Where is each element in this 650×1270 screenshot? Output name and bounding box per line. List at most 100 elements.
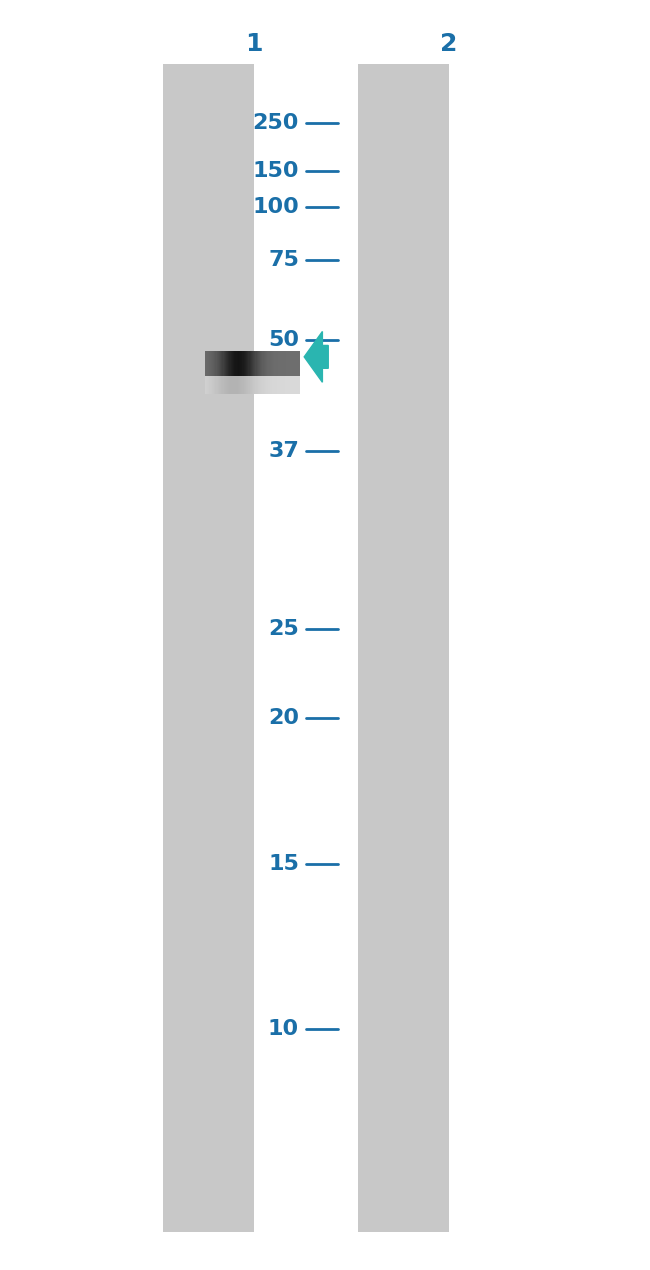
Bar [251,376,252,394]
Bar [255,352,257,380]
Bar [265,352,266,380]
Bar [285,352,287,380]
Bar [250,352,252,380]
Bar [244,352,246,380]
Bar [266,376,268,394]
Bar [227,376,229,394]
Bar [292,376,294,394]
Bar [293,352,295,380]
Bar [224,376,226,394]
Bar [290,352,291,380]
Bar [206,352,208,380]
Bar [267,352,269,380]
Text: 37: 37 [268,441,299,461]
Bar [214,376,216,394]
Bar [235,376,237,394]
Bar [216,352,218,380]
Bar [218,352,220,380]
Bar [281,352,283,380]
Bar [276,352,278,380]
Bar [222,376,224,394]
Bar [283,376,284,394]
Bar [242,352,244,380]
Bar [264,352,265,380]
Bar [231,352,233,380]
Bar [228,352,230,380]
Bar [258,352,259,380]
Bar [298,352,300,380]
Bar [254,352,256,380]
Bar [283,352,285,380]
Text: 150: 150 [252,161,299,182]
Bar [280,352,282,380]
Bar [268,376,270,394]
Bar [248,376,250,394]
Bar [296,376,297,394]
Bar [296,376,298,394]
Bar [267,376,269,394]
Bar [226,352,228,380]
Bar [270,376,272,394]
Text: 100: 100 [252,197,299,217]
Bar [253,376,255,394]
Bar [257,352,259,380]
Bar [273,352,275,380]
Bar [245,376,246,394]
Bar [279,376,281,394]
Bar [220,376,222,394]
Bar [291,376,292,394]
Bar [226,376,228,394]
Bar [286,352,288,380]
Bar [289,376,290,394]
Bar [279,352,281,380]
Bar [235,352,237,380]
Bar [238,376,240,394]
Bar [213,352,215,380]
Bar [224,352,226,380]
Bar [238,352,240,380]
Bar [239,376,240,394]
Bar [216,376,218,394]
Bar [272,376,274,394]
Bar [273,376,275,394]
Bar [254,376,256,394]
Bar [212,376,214,394]
Bar [232,376,234,394]
Bar [233,376,235,394]
Bar [215,352,217,380]
Bar [270,352,272,380]
Text: 75: 75 [268,250,299,271]
Bar [205,376,207,394]
Bar [245,352,246,380]
Bar [276,376,278,394]
Bar [277,376,278,394]
Bar [250,376,252,394]
Bar [225,352,227,380]
Bar [281,376,283,394]
Bar [246,376,248,394]
Bar [208,352,210,380]
Bar [268,352,270,380]
Bar [237,376,239,394]
Bar [207,376,209,394]
Bar [209,376,211,394]
Bar [206,376,208,394]
Bar [244,376,246,394]
Bar [227,352,229,380]
Text: 250: 250 [253,113,299,133]
Bar [237,352,239,380]
Bar [260,352,262,380]
Bar [252,352,254,380]
Bar [212,352,214,380]
Bar [162,64,254,1232]
Bar [260,376,262,394]
Bar [283,352,284,380]
Text: 10: 10 [268,1019,299,1039]
Bar [252,376,254,394]
Bar [220,352,222,380]
Bar [208,376,210,394]
Bar [221,376,223,394]
Bar [263,352,265,380]
Bar [205,352,207,380]
Bar [291,352,292,380]
